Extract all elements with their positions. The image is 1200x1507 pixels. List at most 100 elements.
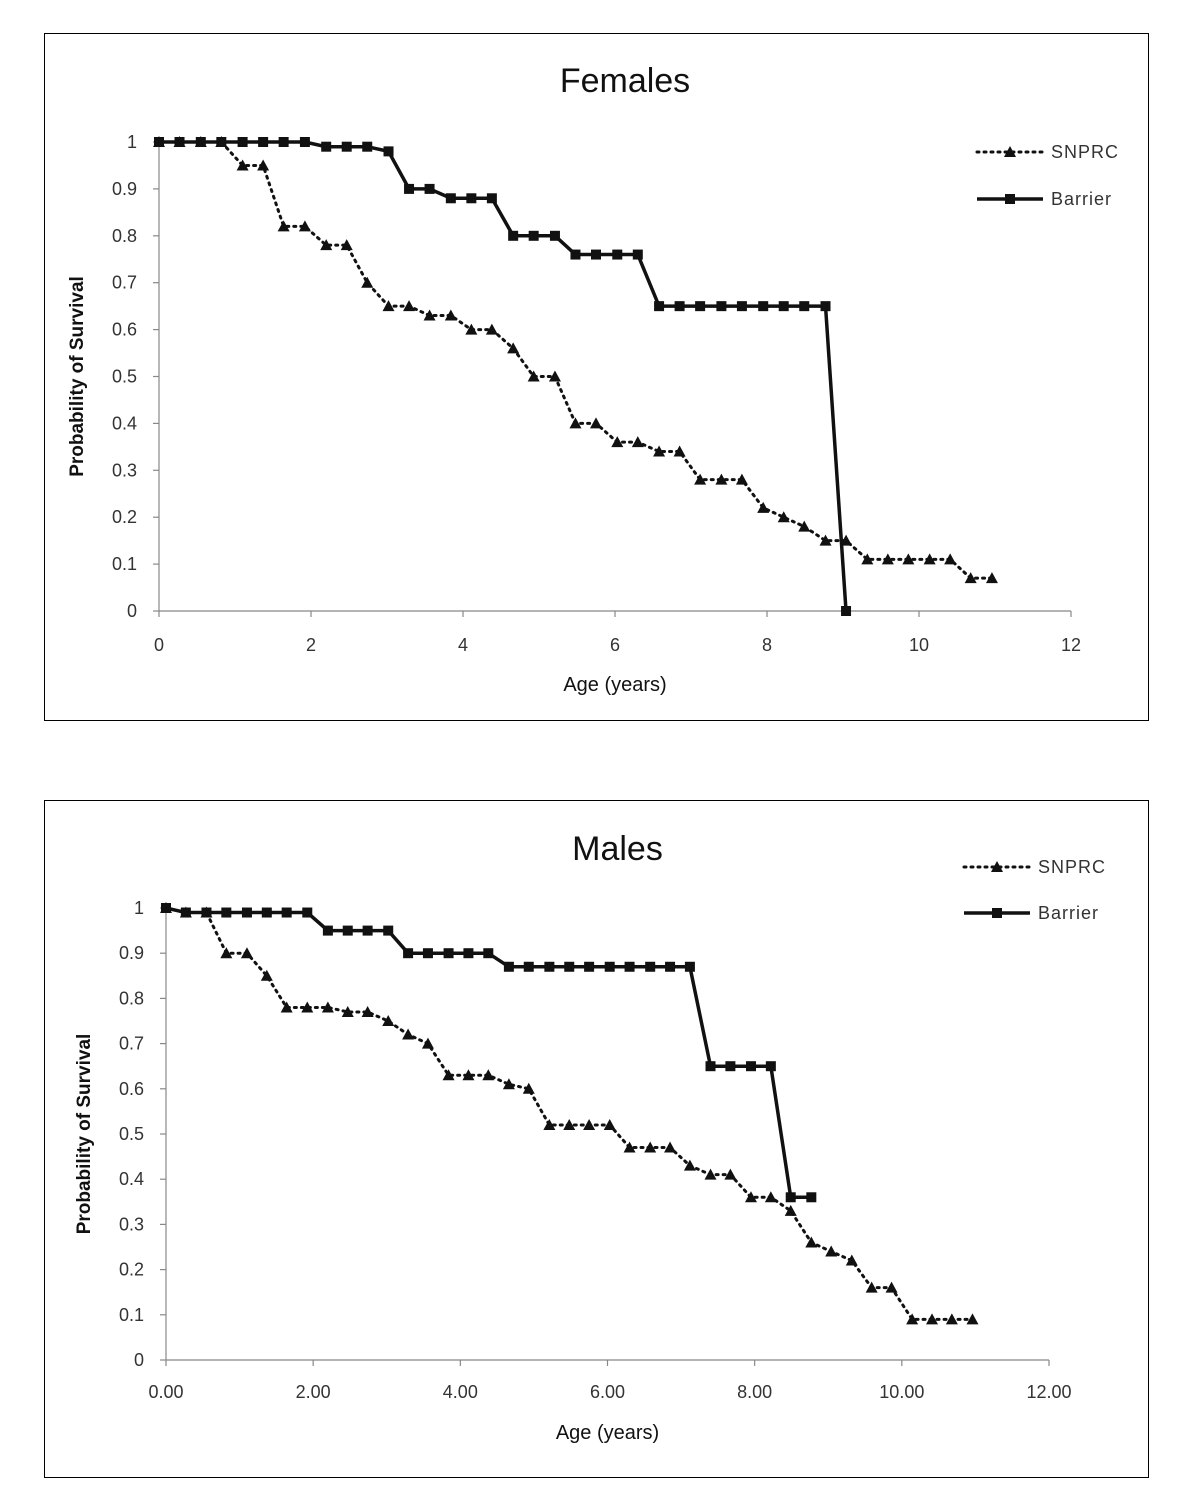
snprc-triangle-point [444,309,457,321]
y-tick-label: 0.6 [119,1079,144,1099]
barrier-square-point [383,146,394,157]
barrier-square-point [321,141,332,152]
barrier-square-point [716,301,727,312]
females-chart-panel: Females 0 0.1 0.2 0.3 0.4 0.5 0.6 0.7 0.8 0.9 1 0 2 4 6… [44,33,1149,721]
snprc-triangle-point [257,159,270,171]
snprc-triangle-point [236,159,249,171]
barrier-square-point [612,249,623,260]
snprc-triangle-point [548,370,561,382]
snprc-triangle-point [563,1118,576,1130]
x-tick-label: 8 [762,635,772,655]
barrier-square-point [342,925,353,936]
barrier-square-point [528,230,539,241]
snprc-triangle-point [805,1236,818,1248]
y-tick-label: 0.7 [112,273,137,293]
y-tick-label: 0.2 [112,507,137,527]
snprc-triangle-point [644,1141,657,1153]
barrier-square-point [695,301,706,312]
barrier-square-point [624,961,635,972]
snprc-line [157,140,994,580]
barrier-square-point [261,907,272,918]
snprc-triangle-point [482,1069,495,1081]
barrier-square-point [322,925,333,936]
snprc-triangle-point [340,239,353,251]
snprc-triangle-point [502,1078,515,1090]
y-tick-label: 0.2 [119,1260,144,1280]
snprc-triangle-point [881,553,894,565]
barrier-square-point [154,137,164,147]
chart-title: Males [572,830,663,868]
x-tick-label: 4.00 [443,1382,478,1402]
y-tick-label: 0.8 [119,988,144,1008]
y-tick-label: 0.6 [112,320,137,340]
barrier-square-point [584,961,595,972]
barrier-square-point [591,249,601,260]
snprc-triangle-point [944,553,957,565]
barrier-square-point [258,137,269,147]
barrier-line [159,140,848,612]
snprc-triangle-point [744,1191,757,1203]
snprc-triangle-point [382,1015,395,1026]
y-tick-label: 0 [127,601,137,621]
barrier-square-point [216,137,227,147]
barrier-square-point [221,907,232,918]
barrier-square-point [483,948,494,959]
snprc-triangle-point [902,553,915,565]
snprc-triangle-point [361,276,374,288]
legend-label-snprc: SNPRC [1038,857,1106,877]
snprc-triangle-point [583,1118,596,1130]
legend-item-snprc: SNPRC [975,142,1118,162]
legend-barrier-square-point [992,908,1002,918]
barrier-square-point [486,193,497,204]
snprc-triangle-point [403,300,416,312]
x-tick-label: 6.00 [590,1382,625,1402]
barrier-square-point [654,301,665,312]
snprc-triangle-point [653,445,666,457]
barrier-square-point [403,948,414,959]
barrier-square-point [785,1192,796,1203]
snprc-triangle-point [320,239,333,251]
snprc-triangle-point [631,436,644,448]
x-tick-label: 10.00 [879,1382,924,1402]
snprc-triangle-point [764,1191,777,1203]
barrier-series [154,137,852,616]
x-axis-title: Age (years) [563,674,666,696]
barrier-square-point [180,907,191,918]
barrier-square-point [424,183,435,194]
y-tick-label: 1 [134,898,144,918]
barrier-square-point [725,1061,736,1072]
barrier-square-point [503,961,514,972]
y-tick-label: 0.5 [112,367,137,387]
snprc-triangle-point [611,436,624,448]
x-tick-label: 12.00 [1026,1382,1071,1402]
snprc-triangle-point [301,1001,314,1013]
snprc-triangle-point [798,520,811,532]
y-tick-label: 0.1 [112,554,137,574]
barrier-square-point [765,1061,776,1072]
legend-snprc-triangle-point [991,861,1003,872]
snprc-triangle-point [623,1141,636,1153]
y-tick-label: 0.1 [119,1305,144,1325]
y-tick-label: 0.3 [112,460,137,480]
snprc-triangle-point [321,1001,334,1013]
snprc-triangle-point [825,1245,838,1257]
y-axis-title: Probability of Survival [67,276,88,477]
y-tick-label: 1 [127,132,137,152]
barrier-square-point [174,137,185,147]
y-tick-label: 0.7 [119,1034,144,1054]
legend-item-barrier: Barrier [964,903,1098,923]
y-tick-label: 0.8 [112,226,137,246]
snprc-triangle-point [926,1313,939,1325]
barrier-square-point [281,907,292,918]
barrier-square-point [195,137,206,147]
barrier-square-point [674,301,685,312]
legend-barrier-square-point [1005,194,1015,204]
snprc-triangle-point [522,1082,535,1094]
snprc-triangle-point [462,1069,475,1081]
snprc-triangle-point [603,1118,616,1130]
snprc-triangle-point [724,1168,737,1180]
snprc-triangle-point [715,473,728,485]
snprc-triangle-point [885,1281,898,1293]
barrier-square-point [564,961,575,972]
